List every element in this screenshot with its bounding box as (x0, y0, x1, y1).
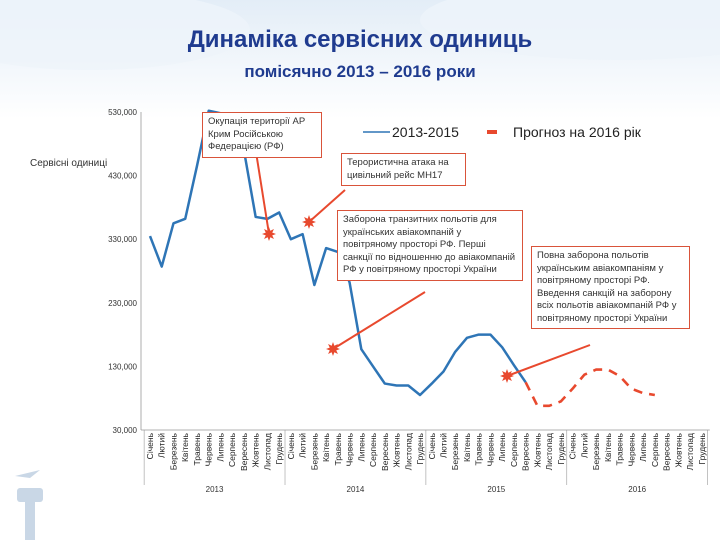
page-subtitle: помісячно 2013 – 2016 роки (244, 62, 476, 81)
x-tick-label: Жовтень (673, 432, 683, 467)
x-tick-label: Серпень (650, 432, 660, 467)
x-tick-label: Травень (615, 432, 625, 465)
event-marker-transit-ban (326, 342, 340, 356)
annotation-arrow (308, 189, 346, 223)
x-tick-label: Грудень (415, 432, 425, 464)
y-tick-label: 330,000 (108, 235, 137, 244)
y-tick-label: 430,000 (108, 172, 137, 181)
x-tick-label: Вересень (662, 432, 672, 471)
x-tick-label: Червень (345, 432, 355, 466)
x-tick-label: Листопад (544, 433, 554, 470)
y-tick-label: 230,000 (108, 299, 137, 308)
annotation-crimea: Окупація території АР Крим Російською Фе… (202, 112, 322, 158)
x-tick-label: Квітень (321, 432, 331, 462)
annotation-transit-ban: Заборона транзитних польотів для українс… (337, 210, 523, 281)
x-tick-label: Травень (333, 432, 343, 465)
x-tick-label: Травень (192, 432, 202, 465)
y-axis-title: Сервісні одиниці (30, 158, 108, 169)
page-title: Динаміка сервісних одиниць (187, 26, 533, 53)
x-tick-label: Грудень (274, 432, 284, 464)
x-tick-label: Лютий (439, 433, 449, 458)
x-tick-label: Серпень (227, 432, 237, 467)
x-tick-label: Серпень (368, 432, 378, 467)
x-tick-label: Червень (485, 432, 495, 466)
x-tick-label: Травень (474, 432, 484, 465)
y-tick-label: 530,000 (108, 108, 137, 117)
x-tick-label: Квітень (462, 432, 472, 462)
annotation-full-ban: Повна заборона польотів українським авіа… (531, 246, 690, 329)
year-label: 2015 (487, 485, 505, 494)
x-tick-label: Лютий (579, 433, 589, 458)
x-tick-label: Квітень (603, 432, 613, 462)
x-tick-label: Грудень (697, 432, 707, 464)
airport-tower-icon (15, 470, 43, 540)
legend-label-forecast: Прогноз на 2016 рік (513, 124, 641, 140)
x-tick-label: Жовтень (251, 432, 261, 467)
x-tick-label: Липень (215, 432, 225, 461)
x-tick-label: Вересень (380, 432, 390, 471)
x-tick-label: Липень (356, 432, 366, 461)
legend-label-actual: 2013-2015 (392, 124, 459, 140)
event-marker-mh17 (302, 215, 316, 229)
x-tick-label: Березень (591, 432, 601, 470)
year-label: 2013 (206, 485, 224, 494)
x-tick-label: Липень (638, 432, 648, 461)
annotation-arrow (332, 291, 426, 350)
series-line-forecast (524, 368, 656, 408)
x-tick-label: Лютий (298, 433, 308, 458)
x-tick-label: Липень (497, 432, 507, 461)
x-tick-label: Листопад (403, 433, 413, 470)
x-tick-label: Березень (168, 432, 178, 470)
y-tick-label: 130,000 (108, 362, 137, 371)
event-marker-crimea (262, 227, 276, 241)
annotation-arrow (255, 151, 270, 235)
x-tick-label: Вересень (521, 432, 531, 471)
x-tick-label: Січень (145, 432, 155, 459)
annotation-mh17: Терористична атака на цивільний рейс МН1… (341, 153, 466, 186)
x-tick-label: Листопад (262, 433, 272, 470)
event-marker-full-ban (500, 369, 514, 383)
x-tick-label: Січень (568, 432, 578, 459)
x-tick-label: Квітень (180, 432, 190, 462)
y-tick-label: 30,000 (113, 426, 138, 435)
x-tick-label: Січень (427, 432, 437, 459)
annotation-arrow (506, 344, 591, 377)
x-tick-label: Грудень (556, 432, 566, 464)
year-label: 2014 (347, 485, 365, 494)
x-tick-label: Серпень (509, 432, 519, 467)
x-tick-label: Листопад (685, 433, 695, 470)
x-tick-label: Вересень (239, 432, 249, 471)
x-tick-label: Червень (204, 432, 214, 466)
year-label: 2016 (628, 485, 646, 494)
x-tick-label: Січень (286, 432, 296, 459)
x-tick-label: Жовтень (532, 432, 542, 467)
x-tick-label: Жовтень (392, 432, 402, 467)
x-tick-label: Березень (309, 432, 319, 470)
x-tick-label: Березень (450, 432, 460, 470)
x-tick-label: Лютий (157, 433, 167, 458)
x-tick-label: Червень (626, 432, 636, 466)
